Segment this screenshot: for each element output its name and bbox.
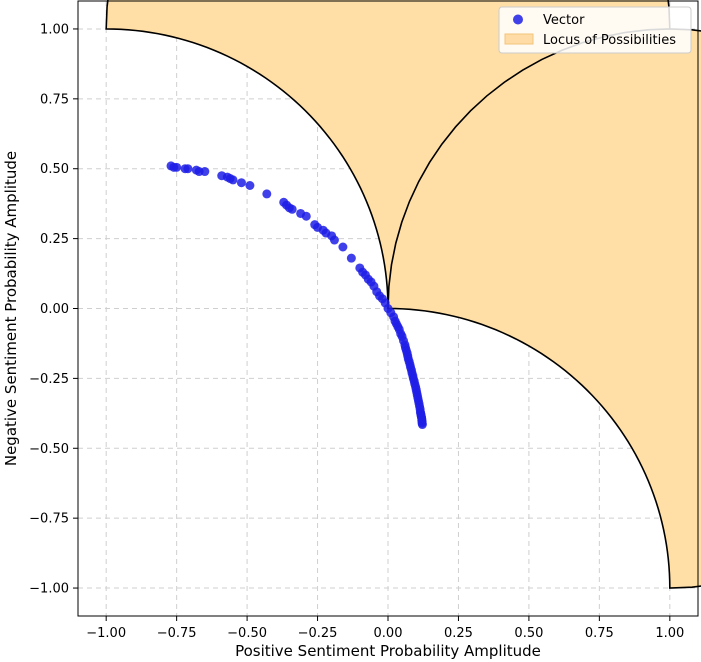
vector-point [301,211,311,221]
x-tick-label: 0.00 [374,626,403,641]
y-tick-label: −0.50 [29,442,69,457]
vector-point [200,167,210,177]
x-tick-label: 0.25 [444,626,473,641]
x-tick-label: −1.00 [86,626,126,641]
y-axis-title: Negative Sentiment Probability Amplitude [2,151,20,466]
legend-vector-marker [513,14,523,25]
y-tick-label: 0.50 [40,162,69,177]
y-tick-label: 0.25 [40,232,69,247]
legend: Vector Locus of Possibilities [498,6,692,54]
x-tick-label: −0.75 [157,626,197,641]
legend-locus-label: Locus of Possibilities [543,33,676,48]
y-axis-ticks: −1.00 −0.75 −0.50 −0.25 0.00 0.25 0.50 0.75 1.00 [29,22,78,597]
vector-point [262,189,272,199]
y-tick-label: −0.25 [29,372,69,387]
vector-point [172,162,182,172]
legend-vector-label: Vector [543,13,585,28]
vector-points [166,161,427,430]
vector-point [329,235,339,245]
x-tick-label: 0.50 [514,626,543,641]
vector-point [245,181,255,190]
vector-point [183,164,193,174]
vector-point [346,253,356,263]
vector-point [417,420,427,430]
y-tick-label: −1.00 [29,582,69,597]
x-tick-label: 1.00 [655,626,684,641]
x-tick-label: −0.50 [227,626,267,641]
x-axis-title: Positive Sentiment Probability Amplitude [235,642,541,660]
y-tick-label: 0.00 [40,302,69,317]
y-tick-label: 1.00 [40,22,69,37]
vector-point [236,178,246,188]
x-axis-ticks: −1.00 −0.75 −0.50 −0.25 0.00 0.25 0.50 0.75 1.00 [86,616,684,641]
vector-point [228,175,238,185]
vector-point [338,242,348,252]
x-tick-label: 0.75 [585,626,614,641]
x-tick-label: −0.25 [298,626,338,641]
vector-point [287,204,297,214]
y-tick-label: −0.75 [29,512,69,527]
legend-box [498,6,692,54]
legend-locus-patch [504,33,534,45]
y-tick-label: 0.75 [40,92,69,107]
